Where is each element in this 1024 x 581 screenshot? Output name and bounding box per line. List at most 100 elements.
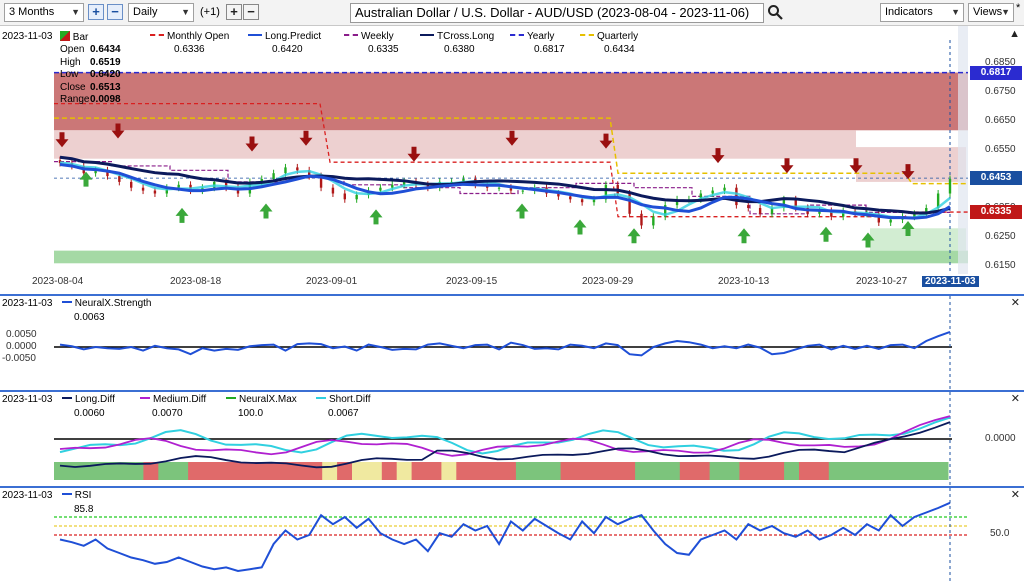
signal-cell	[828, 462, 845, 480]
signal-cell	[337, 462, 353, 480]
range-select[interactable]: 3 Months ▼	[4, 3, 84, 22]
candle-body	[509, 187, 513, 191]
strength-name: NeuralX.Strength	[74, 298, 152, 309]
strength-line	[59, 330, 951, 357]
signal-cell	[650, 462, 666, 480]
symbol-title-field[interactable]: Australian Dollar / U.S. Dollar - AUD/US…	[350, 3, 764, 23]
candle-body	[177, 184, 180, 188]
rsi-legend-swatch	[62, 493, 72, 495]
indicator-name: Medium.Diff	[153, 394, 207, 405]
candle-body	[913, 213, 916, 217]
diff-axis-tick: 0.0000	[985, 433, 1016, 444]
ohlc-value: 0.6434	[90, 44, 121, 55]
signal-cell	[545, 462, 562, 480]
chevron-down-icon: ▼	[951, 7, 960, 17]
candle-body	[130, 181, 133, 188]
ohlc-key: High	[60, 56, 81, 68]
offset-increase-button[interactable]: +	[226, 4, 242, 20]
signal-cell	[262, 462, 278, 480]
signal-cell	[232, 462, 249, 480]
candle-body	[141, 187, 145, 191]
candle-body	[770, 208, 774, 214]
zoom-in-button[interactable]: +	[88, 4, 104, 20]
candle-body	[675, 199, 679, 206]
pin-icon[interactable]: *	[1016, 2, 1021, 14]
signal-cell	[754, 462, 770, 480]
indicator-swatch	[140, 397, 150, 399]
bar-legend: Bar	[60, 31, 88, 43]
candle-body	[652, 216, 655, 226]
price-tag: 0.6453	[970, 171, 1022, 186]
candle-body	[640, 213, 643, 226]
strength-axis-tick: 0.0050	[6, 329, 37, 340]
indicator-name: Short.Diff	[329, 394, 371, 405]
buy-arrow	[515, 203, 529, 219]
buy-arrow	[627, 228, 641, 244]
candle-body	[118, 176, 121, 182]
indicator-name: Long.Predict	[265, 31, 322, 42]
indicator-name: Monthly Open	[167, 31, 230, 42]
indicator-legend-item: Weekly	[344, 31, 394, 42]
indicator-name: NeuralX.Max	[239, 394, 297, 405]
long-predict-line	[59, 163, 951, 220]
indicator-swatch	[150, 34, 164, 36]
ohlc-row: Range0.0098	[60, 94, 121, 107]
price-axis-tick: 0.6850	[985, 57, 1016, 68]
indicators-select[interactable]: Indicators ▼	[880, 3, 964, 22]
indicator-value: 0.0070	[152, 408, 183, 419]
candle-body	[830, 210, 833, 217]
pane-close-icon[interactable]: ✕	[1010, 393, 1020, 405]
indicator-legend-item: Monthly Open	[150, 31, 229, 42]
signal-cell	[724, 462, 740, 480]
candle-body	[664, 205, 667, 217]
indicator-name: Long.Diff	[75, 394, 115, 405]
buy-arrow	[259, 203, 273, 219]
chevron-down-icon: ▼	[181, 7, 190, 17]
pane-close-icon[interactable]: ✕	[1010, 297, 1020, 309]
ohlc-key: Low	[60, 69, 79, 80]
zoom-out-button[interactable]: −	[107, 4, 123, 20]
date-axis-label: 2023-09-01	[306, 276, 358, 287]
ohlc-value: 0.0098	[90, 94, 121, 105]
signal-cell	[918, 462, 934, 480]
signal-cell	[635, 462, 651, 480]
signal-cell	[247, 462, 264, 480]
rsi-axis-tick: 50.0	[990, 528, 1010, 539]
buy-arrow	[175, 207, 189, 223]
rsi-pane: 2023-11-03 RSI 85.8 50.0 ✕	[0, 486, 1024, 581]
search-icon[interactable]	[767, 4, 783, 20]
indicator-legend-item: TCross.Long	[420, 31, 494, 42]
candle-body	[308, 170, 311, 177]
views-select[interactable]: Views ▼	[968, 3, 1014, 22]
sell-arrow	[111, 123, 125, 139]
resistance-zone-light	[856, 147, 966, 182]
buy-arrow	[369, 209, 383, 225]
pane-collapse-icon[interactable]: ▲	[1009, 28, 1020, 40]
date-axis-label: 2023-09-29	[582, 276, 634, 287]
signal-cell	[217, 462, 234, 480]
signal-cell	[143, 462, 159, 480]
sell-arrow	[711, 148, 725, 164]
offset-decrease-button[interactable]: −	[243, 4, 259, 20]
signal-cell	[694, 462, 711, 480]
interval-select[interactable]: Daily ▼	[128, 3, 194, 22]
signal-cell	[68, 462, 85, 480]
pane-close-icon[interactable]: ✕	[1010, 489, 1020, 501]
rsi-line	[59, 501, 951, 573]
price-axis-tick: 0.6750	[985, 86, 1016, 97]
diff-legend-item: Medium.Diff	[140, 394, 206, 405]
signal-cell	[113, 462, 129, 480]
candle-body	[628, 193, 631, 214]
signal-cell	[158, 462, 174, 480]
price-axis-tick: 0.6650	[985, 115, 1016, 126]
candle-body	[604, 184, 608, 200]
chevron-down-icon: ▼	[1001, 7, 1010, 17]
candle-body	[165, 187, 168, 194]
candle-body	[391, 184, 394, 188]
sell-arrow	[505, 130, 519, 146]
buy-arrow	[901, 220, 915, 236]
diff-legend-item: Short.Diff	[316, 394, 371, 405]
candle-body	[723, 187, 726, 191]
sell-arrow	[245, 136, 259, 152]
indicator-swatch	[62, 397, 72, 399]
